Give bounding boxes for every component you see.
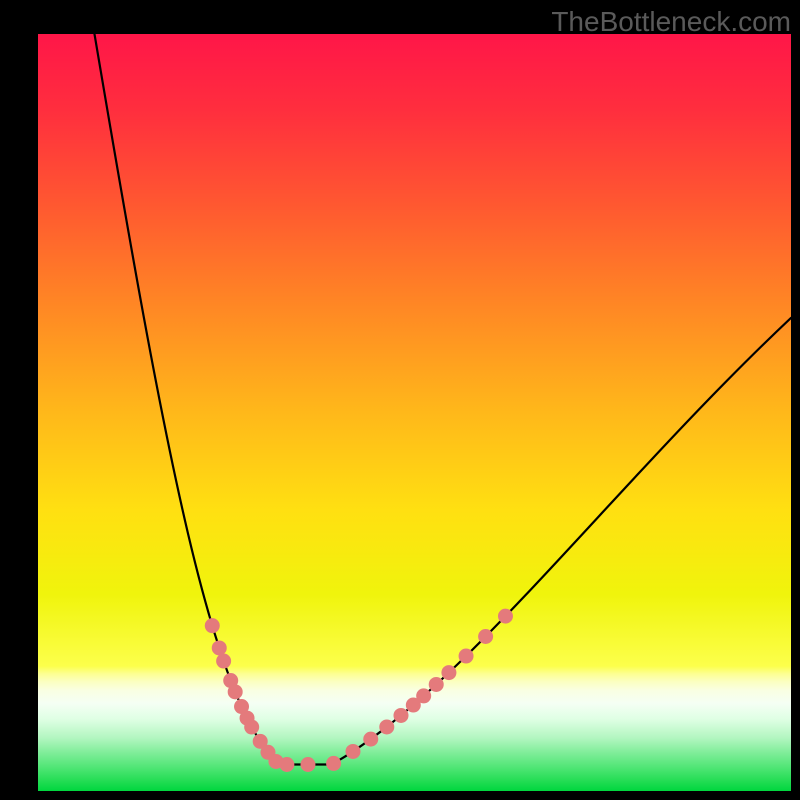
chart-marker xyxy=(498,609,513,624)
chart-marker xyxy=(379,719,394,734)
chart-marker xyxy=(326,756,341,771)
chart-curve xyxy=(94,34,278,765)
chart-marker xyxy=(429,677,444,692)
chart-marker xyxy=(212,640,227,655)
chart-marker xyxy=(459,649,474,664)
chart-svg xyxy=(38,34,791,791)
chart-marker xyxy=(300,757,315,772)
chart-marker xyxy=(279,757,294,772)
plot-area xyxy=(38,34,791,791)
chart-marker xyxy=(345,744,360,759)
chart-marker xyxy=(244,720,259,735)
chart-curve xyxy=(332,318,791,765)
chart-marker xyxy=(216,654,231,669)
watermark-text: TheBottleneck.com xyxy=(551,6,791,38)
chart-marker xyxy=(205,618,220,633)
chart-marker xyxy=(228,684,243,699)
chart-marker xyxy=(393,708,408,723)
chart-marker xyxy=(416,688,431,703)
stage: TheBottleneck.com xyxy=(0,0,800,800)
chart-marker xyxy=(478,629,493,644)
chart-marker xyxy=(441,665,456,680)
chart-marker xyxy=(363,732,378,747)
